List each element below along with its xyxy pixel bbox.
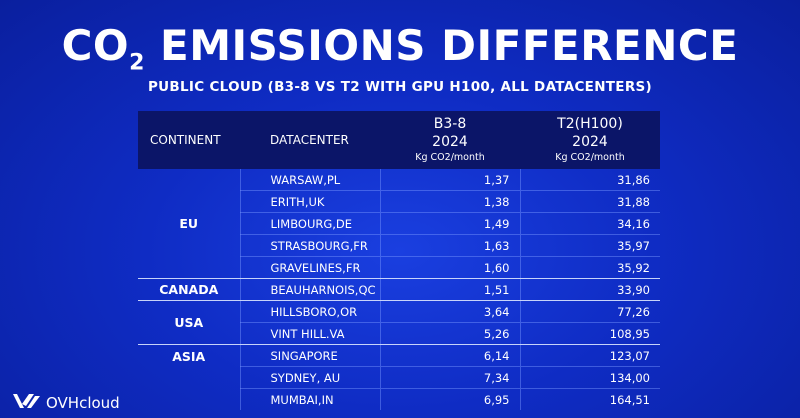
table-row: ASIA SINGAPORE 6,14 123,07: [138, 344, 660, 367]
header-continent: CONTINENT: [150, 133, 221, 147]
value-b-cell: 123,07: [519, 344, 660, 367]
value-b-cell: 164,51: [519, 388, 660, 410]
value-b-cell: 34,16: [519, 212, 660, 235]
table-row: CANADA BEAUHARNOIS,QC 1,51 33,90: [138, 278, 660, 301]
value-a-cell: 1,60: [379, 256, 520, 279]
value-a-cell: 6,95: [379, 388, 520, 410]
ovhcloud-logo: OVHcloud: [12, 392, 120, 414]
datacenter-cell: GRAVELINES,FR: [239, 256, 380, 279]
value-b-cell: 35,97: [519, 234, 660, 257]
header-col-b-year: 2024: [572, 134, 608, 150]
value-b-cell: 31,88: [519, 190, 660, 213]
datacenter-cell: WARSAW,PL: [239, 169, 380, 191]
header-col-b: T2(H100) 2024 Kg CO2/month: [520, 111, 660, 169]
datacenter-cell: SINGAPORE: [239, 344, 380, 367]
page-title: CO2 EMISSIONS DIFFERENCE: [0, 20, 800, 89]
datacenter-cell: ERITH,UK: [239, 190, 380, 213]
value-b-cell: 31,86: [519, 169, 660, 191]
header-col-b-unit: Kg CO2/month: [555, 152, 625, 163]
value-a-cell: 5,26: [379, 322, 520, 345]
value-a-cell: 6,14: [379, 344, 520, 367]
datacenter-cell: LIMBOURG,DE: [239, 212, 380, 235]
table-row: USA HILLSBORO,OR 3,64 77,26: [138, 300, 660, 345]
value-b-cell: 77,26: [519, 300, 660, 323]
value-b-cell: 134,00: [519, 366, 660, 389]
header-col-a-year: 2024: [432, 134, 468, 150]
table-row: MUMBAI,IN 6,95 164,51: [138, 388, 660, 410]
datacenter-cell: MUMBAI,IN: [239, 388, 380, 410]
datacenter-cell: BEAUHARNOIS,QC: [239, 278, 380, 301]
datacenter-cell: SYDNEY, AU: [239, 366, 380, 389]
page-subtitle: PUBLIC CLOUD (B3-8 VS T2 WITH GPU H100, …: [147, 79, 653, 95]
table-row: ERITH,UK 1,38 31,88: [138, 190, 660, 213]
value-b-cell: 35,92: [519, 256, 660, 279]
continent-cell: USA: [138, 300, 240, 345]
header-datacenter: DATACENTER: [270, 133, 349, 147]
value-a-cell: 1,37: [379, 169, 520, 191]
title-subscript: 2: [129, 50, 145, 76]
table-row: GRAVELINES,FR 1,60 35,92: [138, 256, 660, 279]
title-rest: EMISSIONS DIFFERENCE: [144, 21, 739, 70]
header-col-a-unit: Kg CO2/month: [415, 152, 485, 163]
table-row: SYDNEY, AU 7,34 134,00: [138, 366, 660, 389]
datacenter-cell: STRASBOURG,FR: [239, 234, 380, 257]
value-a-cell: 1,63: [379, 234, 520, 257]
datacenter-cell: VINT HILL.VA: [239, 322, 380, 345]
value-a-cell: 1,38: [379, 190, 520, 213]
value-b-cell: 33,90: [519, 278, 660, 301]
emissions-table: CONTINENT DATACENTER B3-8 2024 Kg CO2/mo…: [138, 111, 660, 410]
continent-cell: EU: [138, 169, 240, 279]
title-co: CO: [61, 21, 130, 70]
value-b-cell: 108,95: [519, 322, 660, 345]
continent-cell: CANADA: [138, 278, 240, 301]
value-a-cell: 7,34: [379, 366, 520, 389]
table-row: VINT HILL.VA 5,26 108,95: [138, 322, 660, 345]
ovhcloud-logo-icon: [12, 392, 46, 414]
value-a-cell: 3,64: [379, 300, 520, 323]
value-a-cell: 1,51: [379, 278, 520, 301]
table-row: STRASBOURG,FR 1,63 35,97: [138, 234, 660, 257]
ovhcloud-logo-text: OVHcloud: [46, 394, 120, 412]
header-col-b-name: T2(H100): [557, 116, 623, 132]
value-a-cell: 1,49: [379, 212, 520, 235]
table-header-row: CONTINENT DATACENTER B3-8 2024 Kg CO2/mo…: [138, 111, 660, 169]
table-row: LIMBOURG,DE 1,49 34,16: [138, 212, 660, 235]
table-row: EU WARSAW,PL 1,37 31,86: [138, 169, 660, 279]
continent-cell: ASIA: [172, 349, 206, 364]
datacenter-cell: HILLSBORO,OR: [239, 300, 380, 323]
header-col-a-name: B3-8: [433, 116, 467, 132]
header-col-a: B3-8 2024 Kg CO2/month: [380, 111, 520, 169]
